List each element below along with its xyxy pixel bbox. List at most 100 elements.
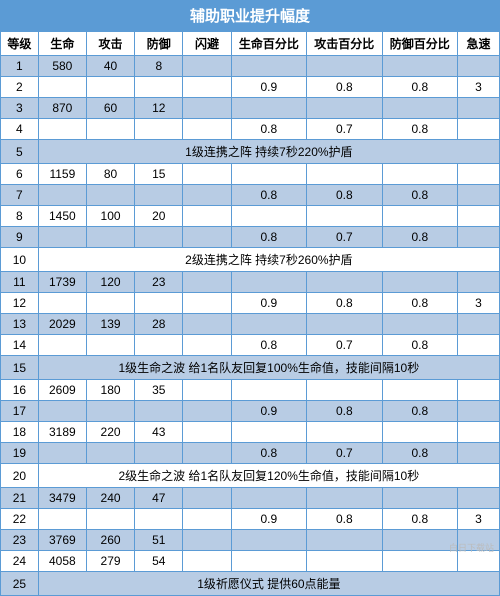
cell: [231, 380, 306, 401]
cell: [86, 335, 134, 356]
cell-level: 16: [1, 380, 39, 401]
cell: 0.7: [307, 227, 382, 248]
cell: [231, 98, 306, 119]
cell: 0.9: [231, 293, 306, 314]
cell: [86, 227, 134, 248]
table-row: 202级生命之波 给1名队友回复120%生命值，技能间隔10秒: [1, 464, 500, 488]
cell: [307, 314, 382, 335]
cell: [231, 551, 306, 572]
cell: 51: [135, 530, 183, 551]
cell: 60: [86, 98, 134, 119]
cell-level: 18: [1, 422, 39, 443]
cell: [307, 164, 382, 185]
table-row: 20.90.80.83: [1, 77, 500, 98]
cell: 0.8: [231, 185, 306, 206]
cell: [183, 488, 231, 509]
cell: 0.7: [307, 335, 382, 356]
cell: 2029: [38, 314, 86, 335]
cell: 0.8: [307, 77, 382, 98]
cell: [307, 488, 382, 509]
table-row: 21347924047: [1, 488, 500, 509]
table-row: 190.80.70.8: [1, 443, 500, 464]
cell: 180: [86, 380, 134, 401]
table-row: 70.80.80.8: [1, 185, 500, 206]
cell: [307, 206, 382, 227]
cell: 240: [86, 488, 134, 509]
cell: [135, 509, 183, 530]
cell: [458, 119, 500, 140]
cell: [382, 422, 457, 443]
cell: [458, 185, 500, 206]
cell: 0.7: [307, 119, 382, 140]
table-row: 90.80.70.8: [1, 227, 500, 248]
cell: 0.8: [382, 401, 457, 422]
cell: [38, 77, 86, 98]
col-level: 等级: [1, 32, 39, 56]
cell: [458, 422, 500, 443]
cell-merged-text: 2级连携之阵 持续7秒260%护盾: [38, 248, 499, 272]
cell-merged-text: 1级生命之波 给1名队友回复100%生命值，技能间隔10秒: [38, 356, 499, 380]
cell-level: 2: [1, 77, 39, 98]
cell: 0.8: [231, 335, 306, 356]
cell: 3: [458, 293, 500, 314]
cell: [183, 422, 231, 443]
cell: 0.8: [382, 185, 457, 206]
cell: 0.9: [231, 401, 306, 422]
table-row: 18318922043: [1, 422, 500, 443]
cell-level: 11: [1, 272, 39, 293]
cell: [231, 272, 306, 293]
cell: [135, 227, 183, 248]
cell: [458, 401, 500, 422]
cell: 870: [38, 98, 86, 119]
cell: [382, 272, 457, 293]
cell: [307, 380, 382, 401]
cell: 0.8: [382, 443, 457, 464]
cell: [38, 227, 86, 248]
cell-level: 5: [1, 140, 39, 164]
cell: 0.8: [382, 77, 457, 98]
cell-merged-text: 1级祈愿仪式 提供60点能量: [38, 572, 499, 596]
cell: [307, 272, 382, 293]
table-row: 16260918035: [1, 380, 500, 401]
cell: 0.8: [307, 293, 382, 314]
cell: [86, 77, 134, 98]
cell: 23: [135, 272, 183, 293]
cell-level: 21: [1, 488, 39, 509]
table-row: 51级连携之阵 持续7秒220%护盾: [1, 140, 500, 164]
stats-table: 等级 生命 攻击 防御 闪避 生命百分比 攻击百分比 防御百分比 急速 1580…: [0, 31, 500, 596]
cell: 260: [86, 530, 134, 551]
table-row: 102级连携之阵 持续7秒260%护盾: [1, 248, 500, 272]
col-haste: 急速: [458, 32, 500, 56]
cell: [382, 551, 457, 572]
cell-level: 23: [1, 530, 39, 551]
cell: [183, 314, 231, 335]
table-row: 1580408: [1, 56, 500, 77]
cell: 4058: [38, 551, 86, 572]
cell: [86, 443, 134, 464]
table-row: 23376926051: [1, 530, 500, 551]
cell: 35: [135, 380, 183, 401]
cell-level: 4: [1, 119, 39, 140]
cell: 8: [135, 56, 183, 77]
cell: [458, 488, 500, 509]
cell: [458, 380, 500, 401]
cell: [135, 401, 183, 422]
cell: [86, 509, 134, 530]
cell: [135, 293, 183, 314]
cell: 0.8: [382, 227, 457, 248]
cell: [382, 380, 457, 401]
cell: [458, 206, 500, 227]
table-row: 13202913928: [1, 314, 500, 335]
cell: [135, 185, 183, 206]
cell: [183, 77, 231, 98]
cell: 0.8: [307, 509, 382, 530]
cell: [183, 335, 231, 356]
cell: [307, 422, 382, 443]
cell: 2609: [38, 380, 86, 401]
cell-level: 1: [1, 56, 39, 77]
cell-level: 20: [1, 464, 39, 488]
col-def-pct: 防御百分比: [382, 32, 457, 56]
cell: [382, 488, 457, 509]
cell: [307, 56, 382, 77]
cell: [231, 206, 306, 227]
